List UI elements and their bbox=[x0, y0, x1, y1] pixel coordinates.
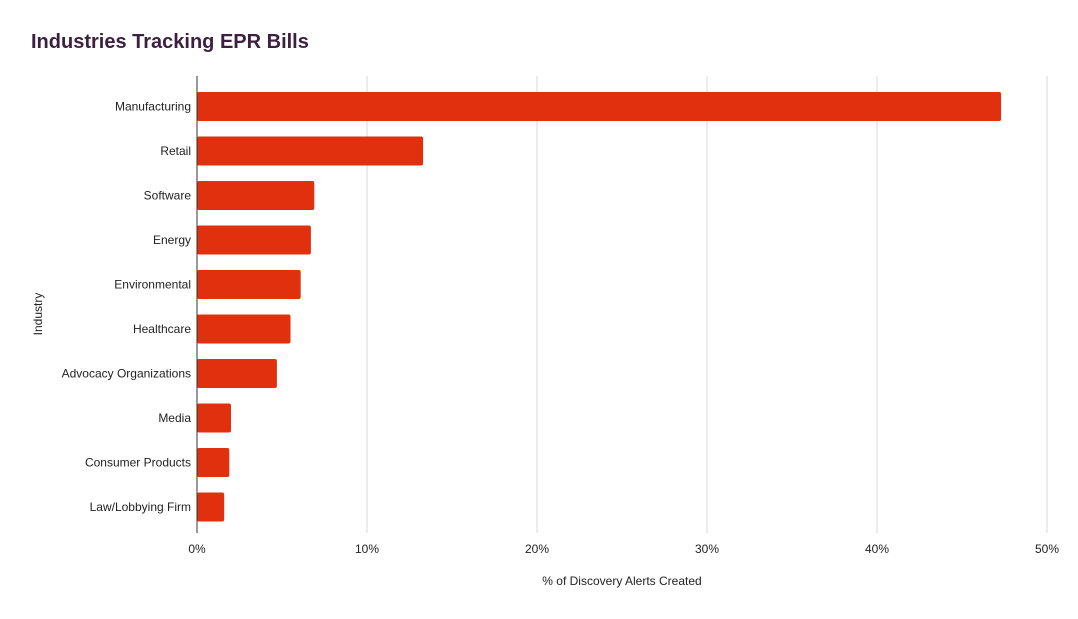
category-label: Consumer Products bbox=[85, 456, 191, 470]
x-axis-title: % of Discovery Alerts Created bbox=[542, 574, 701, 588]
bar bbox=[197, 225, 311, 255]
x-tick-label: 10% bbox=[355, 542, 379, 556]
x-tick-label: 40% bbox=[865, 542, 889, 556]
category-label: Energy bbox=[153, 233, 191, 247]
gridlines bbox=[366, 76, 1048, 533]
bar bbox=[197, 92, 1002, 121]
x-tick-label: 20% bbox=[525, 542, 549, 556]
bar bbox=[197, 314, 291, 344]
x-tick-label: 0% bbox=[188, 542, 206, 556]
category-label: Retail bbox=[160, 144, 191, 158]
category-label: Software bbox=[144, 189, 192, 203]
bars bbox=[197, 92, 1002, 522]
category-label: Manufacturing bbox=[115, 100, 191, 114]
bar bbox=[197, 181, 315, 210]
category-label: Healthcare bbox=[133, 322, 191, 336]
labels: 0% 10% 20% 30% 40% 50% Manufacturing Retail Soft… bbox=[62, 100, 1060, 557]
x-tick-label: 30% bbox=[695, 542, 719, 556]
bar bbox=[197, 492, 225, 522]
bar bbox=[197, 403, 231, 433]
bar bbox=[197, 270, 301, 299]
bar bbox=[197, 448, 230, 477]
y-axis-title: Industry bbox=[31, 293, 45, 336]
chart-title: Industries Tracking EPR Bills bbox=[31, 31, 309, 53]
x-tick-label: 50% bbox=[1035, 542, 1059, 556]
category-label: Media bbox=[158, 411, 191, 425]
category-label: Environmental bbox=[114, 278, 191, 292]
bar bbox=[197, 136, 424, 166]
bar bbox=[197, 359, 277, 388]
category-label: Advocacy Organizations bbox=[62, 367, 191, 381]
category-label: Law/Lobbying Firm bbox=[90, 500, 191, 514]
